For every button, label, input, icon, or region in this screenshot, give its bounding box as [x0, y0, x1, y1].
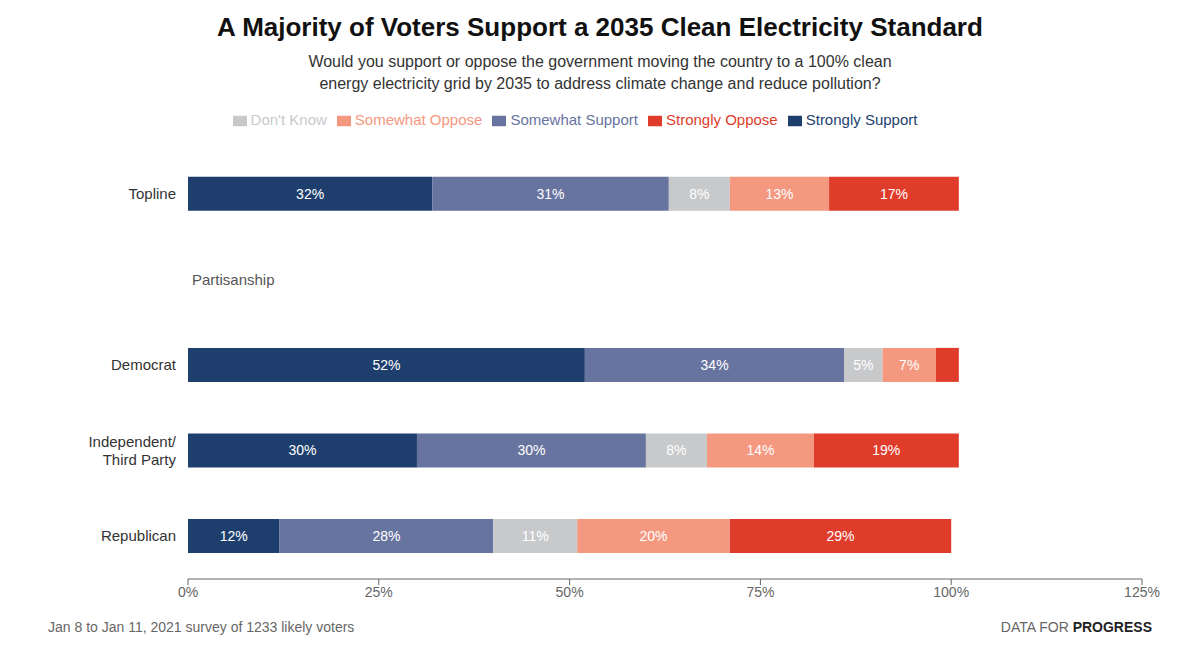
- html-text:energy electricity grid by 203: energy electricity grid by 2035 to addre…: [319, 75, 881, 92]
- svg-text:25%: 25%: [365, 584, 393, 600]
- svg-text:0%: 0%: [178, 584, 198, 600]
- svg-text:31%: 31%: [537, 186, 565, 202]
- html-text:Don't Know: Don't Know: [250, 111, 327, 128]
- html-text:DATA FOR PROGRESS: DATA FOR PROGRESS: [1000, 619, 1152, 635]
- svg-text:Partisanship: Partisanship: [192, 271, 275, 288]
- svg-text:Republican: Republican: [101, 527, 176, 544]
- svg-text:29%: 29%: [827, 528, 855, 544]
- svg-text:19%: 19%: [872, 442, 900, 458]
- svg-text:7%: 7%: [899, 357, 919, 373]
- svg-text:13%: 13%: [765, 186, 793, 202]
- svg-text:20%: 20%: [640, 528, 668, 544]
- svg-text:5%: 5%: [853, 357, 873, 373]
- svg-text:75%: 75%: [746, 584, 774, 600]
- svg-text:8%: 8%: [689, 186, 709, 202]
- svg-text:14%: 14%: [746, 442, 774, 458]
- svg-text:30%: 30%: [517, 442, 545, 458]
- svg-text:52%: 52%: [372, 357, 400, 373]
- svg-text:50%: 50%: [556, 584, 584, 600]
- html-text:Strongly Support: Strongly Support: [805, 111, 918, 128]
- svg-text:11%: 11%: [522, 528, 549, 544]
- svg-text:100%: 100%: [933, 584, 969, 600]
- html-text:Somewhat Support: Somewhat Support: [510, 111, 638, 128]
- svg-text:12%: 12%: [220, 528, 248, 544]
- html-text:Would you support or oppose th: Would you support or oppose the governme…: [308, 53, 892, 70]
- svg-text:17%: 17%: [880, 186, 908, 202]
- svg-text:30%: 30%: [288, 442, 316, 458]
- svg-text:28%: 28%: [372, 528, 400, 544]
- html-text:Strongly Oppose: Strongly Oppose: [666, 111, 778, 128]
- html-text:Somewhat Oppose: Somewhat Oppose: [354, 111, 483, 128]
- svg-text:Independent/Third Party: Independent/Third Party: [88, 433, 176, 468]
- svg-text:34%: 34%: [701, 357, 729, 373]
- html-text:A Majority of Voters Support a: A Majority of Voters Support a 2035 Clea…: [217, 12, 983, 42]
- html-text:Jan 8 to Jan 11, 2021 survey o: Jan 8 to Jan 11, 2021 survey of 1233 lik…: [48, 619, 355, 635]
- svg-text:32%: 32%: [296, 186, 324, 202]
- svg-text:Topline: Topline: [128, 185, 176, 202]
- svg-text:8%: 8%: [666, 442, 686, 458]
- svg-text:125%: 125%: [1124, 584, 1160, 600]
- svg-text:Democrat: Democrat: [111, 356, 177, 373]
